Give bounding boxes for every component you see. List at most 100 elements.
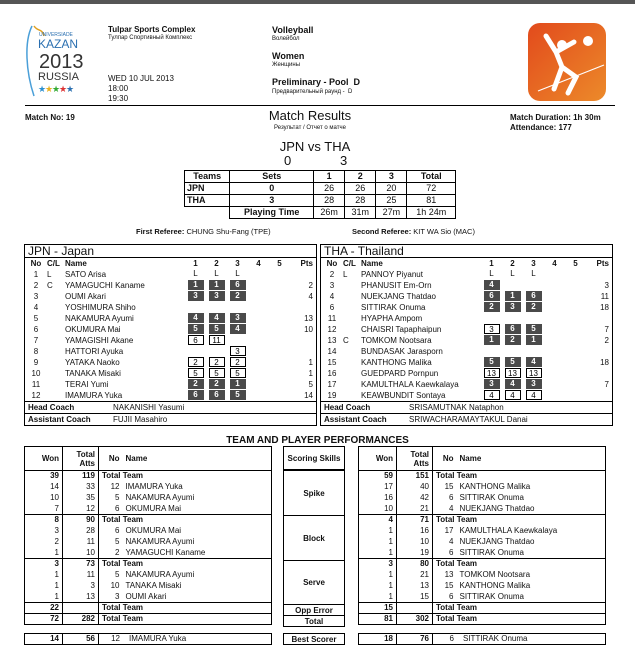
- won-value: 8: [24, 514, 63, 526]
- set-cell: [544, 357, 565, 368]
- no-header: No: [108, 454, 120, 463]
- player-perf-row: 1 3 10 TANAKA Misaki: [24, 580, 272, 592]
- set-cell: 3: [502, 302, 523, 313]
- won-value: 1: [358, 536, 397, 548]
- atts-value: [62, 602, 99, 614]
- head-coach-name: SRISAMUTNAK Nataphon: [409, 403, 504, 412]
- libero-mark: L: [510, 269, 515, 279]
- total-team-label: Total Team: [436, 515, 478, 525]
- set-cell: [565, 324, 586, 335]
- player-points: [290, 302, 316, 313]
- set-cell: 3: [481, 379, 502, 390]
- set-cell: 2: [206, 379, 227, 390]
- set-cell: [248, 357, 269, 368]
- set-cell: [544, 335, 565, 346]
- captain-libero-flag: [343, 324, 361, 335]
- atts-value: 13: [396, 580, 433, 592]
- player-name: BUNDASAK Jarasporn: [361, 346, 443, 356]
- team-total-row: 3 73 Total Team: [24, 558, 272, 570]
- set-cell: 6: [481, 291, 502, 302]
- score-cell: 81: [406, 194, 456, 207]
- set-cell: [565, 390, 586, 401]
- player-number: 7: [33, 335, 39, 345]
- player-name: NUEKJANG Thatdao: [459, 537, 535, 546]
- player-name: TOMKOM Nootsara: [459, 570, 531, 579]
- won-header: Won: [24, 446, 63, 471]
- set-cell: [502, 280, 523, 291]
- team-total-row: 4 71 Total Team: [358, 514, 606, 526]
- vs-label: vs: [307, 139, 321, 154]
- skill-group-opp-error: 22 Total Team: [24, 602, 272, 614]
- player-number: 6: [329, 302, 335, 312]
- player-row: 11 HYAPHA Ampom: [321, 313, 612, 324]
- starting-position: 2: [504, 335, 521, 346]
- skill-serve: Serve: [283, 560, 345, 605]
- set-cell: [248, 346, 269, 357]
- player-number: 5: [115, 493, 120, 502]
- substitution-position: 11: [208, 335, 225, 346]
- captain-libero-flag: [343, 390, 361, 401]
- captain-libero-flag: [47, 379, 65, 390]
- set-cell: [269, 390, 290, 401]
- name-header: Name: [125, 454, 148, 463]
- starting-position: 4: [483, 280, 500, 291]
- player-perf-row: 1 16 17 KAMULTHALA Kaewkalaya: [358, 525, 606, 537]
- no-header: No: [442, 454, 454, 463]
- player-name: KANTHONG Malika: [459, 581, 531, 590]
- set-cell: 11: [206, 335, 227, 346]
- start-time: 18:00: [108, 84, 129, 93]
- atts-value: 151: [396, 470, 433, 482]
- player-row: 14 BUNDASAK Jarasporn: [321, 346, 612, 357]
- player-number: 15: [327, 357, 337, 367]
- top-bar: [0, 0, 635, 4]
- player-name: KANTHONG Malika: [361, 357, 432, 367]
- roster-header-pts: Pts: [596, 259, 609, 268]
- set-cell: 4: [185, 313, 206, 324]
- player-number: 12: [327, 324, 337, 334]
- substitution-position: 2: [208, 357, 225, 368]
- substitution-position: 2: [229, 357, 246, 368]
- player-name: CHAISRI Tapaphaipun: [361, 324, 442, 334]
- player-name: SATO Arisa: [65, 269, 107, 279]
- atts-value: 16: [396, 525, 433, 537]
- substitution-position: 5: [229, 368, 246, 379]
- player-row: 6 OKUMURA Mai 5 5 4 10: [25, 324, 316, 335]
- tha-performance-table: Won Total Atts No Name 59 151 Total Team 17 40 15…: [358, 446, 606, 625]
- skill-group-block: 8 90 Total Team 3 28 6 OKUMURA Mai 2 11 5 NAKAMURA…: [24, 514, 272, 559]
- score-cell: 72: [406, 182, 456, 195]
- atts-value: 21: [396, 569, 433, 581]
- team-title: THA - Thailand: [321, 245, 612, 258]
- perf-header: Won Total Atts No Name: [358, 446, 606, 471]
- roster-header-4: 4: [256, 259, 261, 268]
- won-value: 59: [358, 470, 397, 482]
- libero-mark: L: [531, 269, 536, 279]
- set-cell: [565, 379, 586, 390]
- total-team-label: Total Team: [102, 471, 144, 481]
- score-cell: 28: [312, 194, 346, 207]
- won-value: 3: [24, 558, 63, 570]
- starting-position: 4: [229, 324, 246, 335]
- starting-position: 3: [525, 379, 542, 390]
- won-value: 1: [358, 569, 397, 581]
- best-name: SITTIRAK Onuma: [463, 634, 528, 643]
- captain-libero-flag: [47, 335, 65, 346]
- player-row: 10 TANAKA Misaki 5 5 5 1: [25, 368, 316, 379]
- head-coach-name: NAKANISHI Yasumi: [113, 403, 185, 412]
- won-value: 1: [358, 580, 397, 592]
- player-number: 8: [33, 346, 39, 356]
- match-duration: Match Duration: 1h 30m: [510, 113, 601, 122]
- set-cell: 3: [481, 324, 502, 335]
- player-name: YOSHIMURA Shiho: [65, 302, 136, 312]
- player-name: NAKAMURA Ayumi: [125, 537, 195, 546]
- skill-group-spike: 39 119 Total Team 14 33 12 IMAMURA Yuka 10 35 5 NA…: [24, 470, 272, 515]
- won-value: 1: [358, 525, 397, 537]
- captain-libero-flag: [47, 368, 65, 379]
- captain-libero-flag: [343, 302, 361, 313]
- set-cell: 2: [502, 335, 523, 346]
- score-table: Teams Sets 1 2 3 Total JPN 0 26 26 20 72 THA 3 28 28 2…: [183, 170, 456, 219]
- won-value: 3: [358, 558, 397, 570]
- atts-value: 119: [62, 470, 99, 482]
- set-cell: 5: [185, 324, 206, 335]
- player-row: 4 NUEKJANG Thatdao 6 1 6 11: [321, 291, 612, 302]
- player-name: YAMAGUCHI Kaname: [125, 547, 206, 557]
